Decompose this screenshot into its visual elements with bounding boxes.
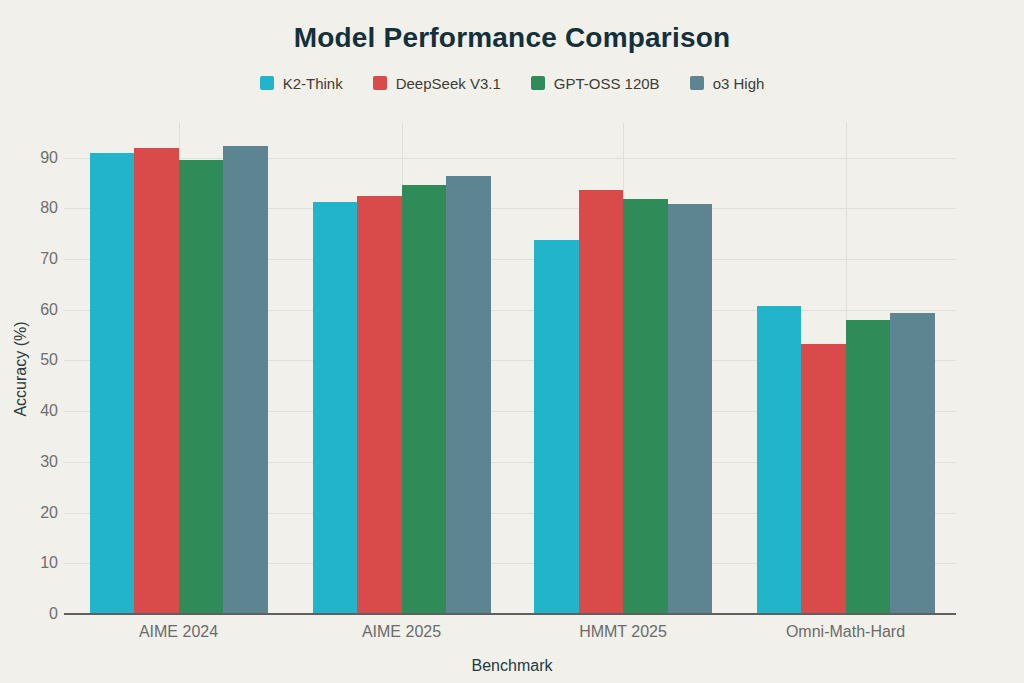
bar-gpt-oss-120b-aime-2025 — [402, 185, 447, 614]
y-tick-label: 20 — [0, 503, 58, 523]
bar-k2-think-aime-2024 — [90, 153, 135, 614]
legend-item-k2-think: K2-Think — [260, 75, 343, 92]
x-axis-line — [64, 613, 956, 615]
x-category-label: AIME 2025 — [302, 623, 502, 641]
legend-swatch-icon — [690, 76, 704, 90]
legend-item-deepseek-v3-1: DeepSeek V3.1 — [373, 75, 501, 92]
y-tick-label: 90 — [0, 148, 58, 168]
bar-k2-think-aime-2025 — [313, 202, 358, 614]
bar-deepseek-v3-1-omni-math-hard — [801, 344, 846, 614]
x-axis-title: Benchmark — [0, 657, 1024, 675]
legend-item-o3-high: o3 High — [690, 75, 765, 92]
bar-k2-think-omni-math-hard — [757, 306, 802, 614]
legend-item-gpt-oss-120b: GPT-OSS 120B — [531, 75, 660, 92]
legend-swatch-icon — [373, 76, 387, 90]
bar-o3-high-aime-2025 — [446, 176, 491, 614]
y-tick-label: 30 — [0, 452, 58, 472]
x-category-label: AIME 2024 — [79, 623, 279, 641]
bar-k2-think-hmmt-2025 — [534, 240, 579, 614]
legend-label: GPT-OSS 120B — [554, 75, 660, 92]
bar-gpt-oss-120b-hmmt-2025 — [623, 199, 668, 614]
horizontal-gridline — [64, 158, 956, 159]
legend-label: o3 High — [713, 75, 765, 92]
chart-title: Model Performance Comparison — [0, 22, 1024, 54]
legend-label: DeepSeek V3.1 — [396, 75, 501, 92]
bar-deepseek-v3-1-aime-2024 — [134, 148, 179, 614]
chart-canvas: Model Performance Comparison K2-Think Dee… — [0, 0, 1024, 683]
legend: K2-Think DeepSeek V3.1 GPT-OSS 120B o3 High — [0, 72, 1024, 94]
legend-label: K2-Think — [283, 75, 343, 92]
bar-o3-high-hmmt-2025 — [668, 204, 713, 614]
bar-gpt-oss-120b-aime-2024 — [179, 160, 224, 614]
x-category-label: Omni-Math-Hard — [746, 623, 946, 641]
bar-o3-high-aime-2024 — [223, 146, 268, 614]
y-tick-label: 60 — [0, 300, 58, 320]
y-tick-label: 0 — [0, 604, 58, 624]
y-tick-label: 80 — [0, 198, 58, 218]
bar-gpt-oss-120b-omni-math-hard — [846, 320, 891, 614]
y-tick-label: 70 — [0, 249, 58, 269]
bar-deepseek-v3-1-aime-2025 — [357, 196, 402, 614]
bar-deepseek-v3-1-hmmt-2025 — [579, 190, 624, 614]
bar-o3-high-omni-math-hard — [890, 313, 935, 614]
x-category-label: HMMT 2025 — [523, 623, 723, 641]
legend-swatch-icon — [531, 76, 545, 90]
legend-swatch-icon — [260, 76, 274, 90]
y-tick-label: 10 — [0, 553, 58, 573]
